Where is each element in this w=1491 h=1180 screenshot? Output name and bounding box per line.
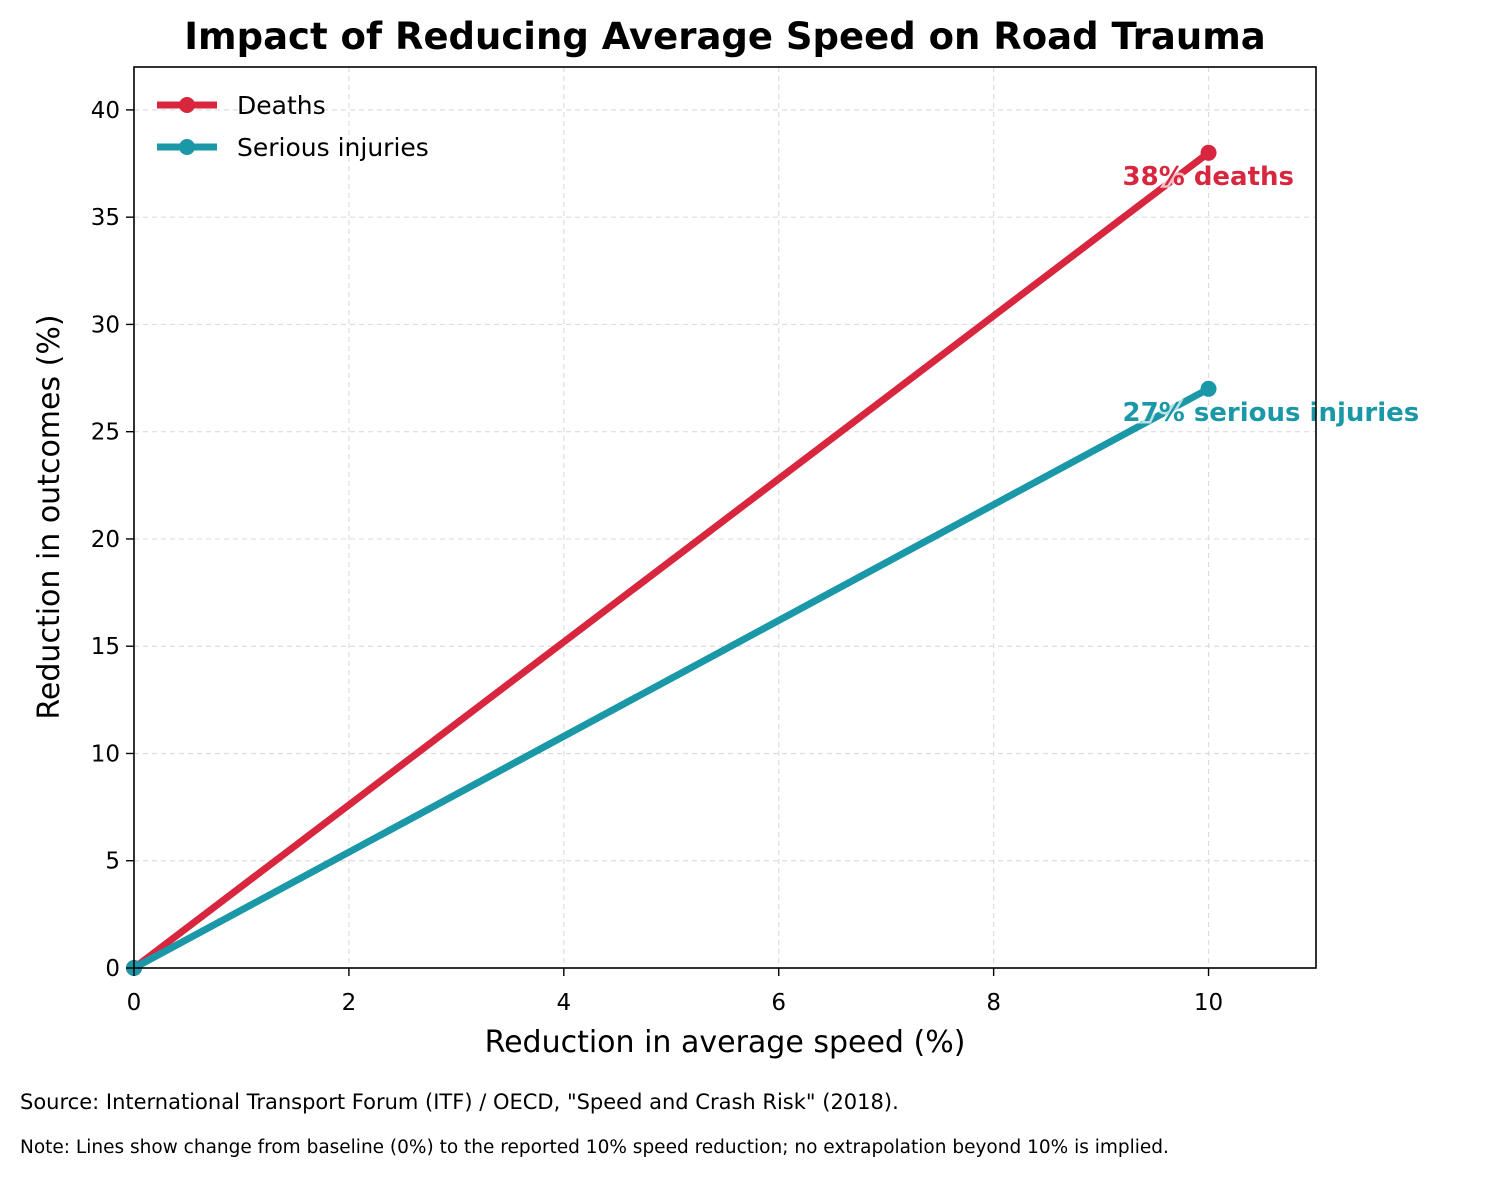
data-point [1200,144,1217,161]
series-line-0 [130,149,1213,972]
x-axis-ticks: 0 2 4 6 8 10 [127,968,1223,1016]
y-tick-label: 20 [91,527,120,553]
y-tick-label: 25 [91,420,120,446]
x-tick-label: 4 [556,990,571,1016]
plot-frame [133,66,1317,969]
x-tick-label: 8 [986,990,1001,1016]
y-tick-label: 40 [91,98,120,124]
legend: Deaths Serious injuries [157,91,429,162]
x-tick-label: 6 [771,990,786,1016]
chart-title: Impact of Reducing Average Speed on Road… [184,15,1265,58]
data-label: 27% serious injuries [1123,398,1420,428]
method-note: Note: Lines show change from baseline (0… [20,1137,1169,1158]
y-axis-label: Reduction in outcomes (%) [32,314,67,719]
y-tick-label: 10 [91,741,120,767]
legend-label: Deaths [237,91,326,120]
legend-label: Serious injuries [237,133,429,162]
y-axis-ticks: 0 5 10 15 20 25 30 35 40 [91,98,134,982]
y-tick-label: 35 [91,205,120,231]
y-tick-label: 15 [91,634,120,660]
series-lines [126,144,1217,976]
legend-swatch-marker [179,139,195,155]
line-chart: 38% deaths 27% serious injuries 0 2 4 6 8 10 0… [32,15,1422,1060]
x-tick-label: 0 [127,990,142,1016]
data-labels: 38% deaths 27% serious injuries [1120,159,1422,430]
data-point [1200,380,1217,397]
data-label: 38% deaths [1123,162,1295,192]
legend-swatch-marker [179,97,195,113]
series-line-1 [130,385,1213,972]
x-axis-label: Reduction in average speed (%) [485,1025,966,1060]
source-note: Source: International Transport Forum (I… [20,1090,899,1114]
x-tick-label: 2 [342,990,357,1016]
y-tick-label: 5 [105,849,120,875]
y-tick-label: 30 [91,312,120,338]
x-tick-label: 10 [1194,990,1223,1016]
y-tick-label: 0 [105,956,120,982]
